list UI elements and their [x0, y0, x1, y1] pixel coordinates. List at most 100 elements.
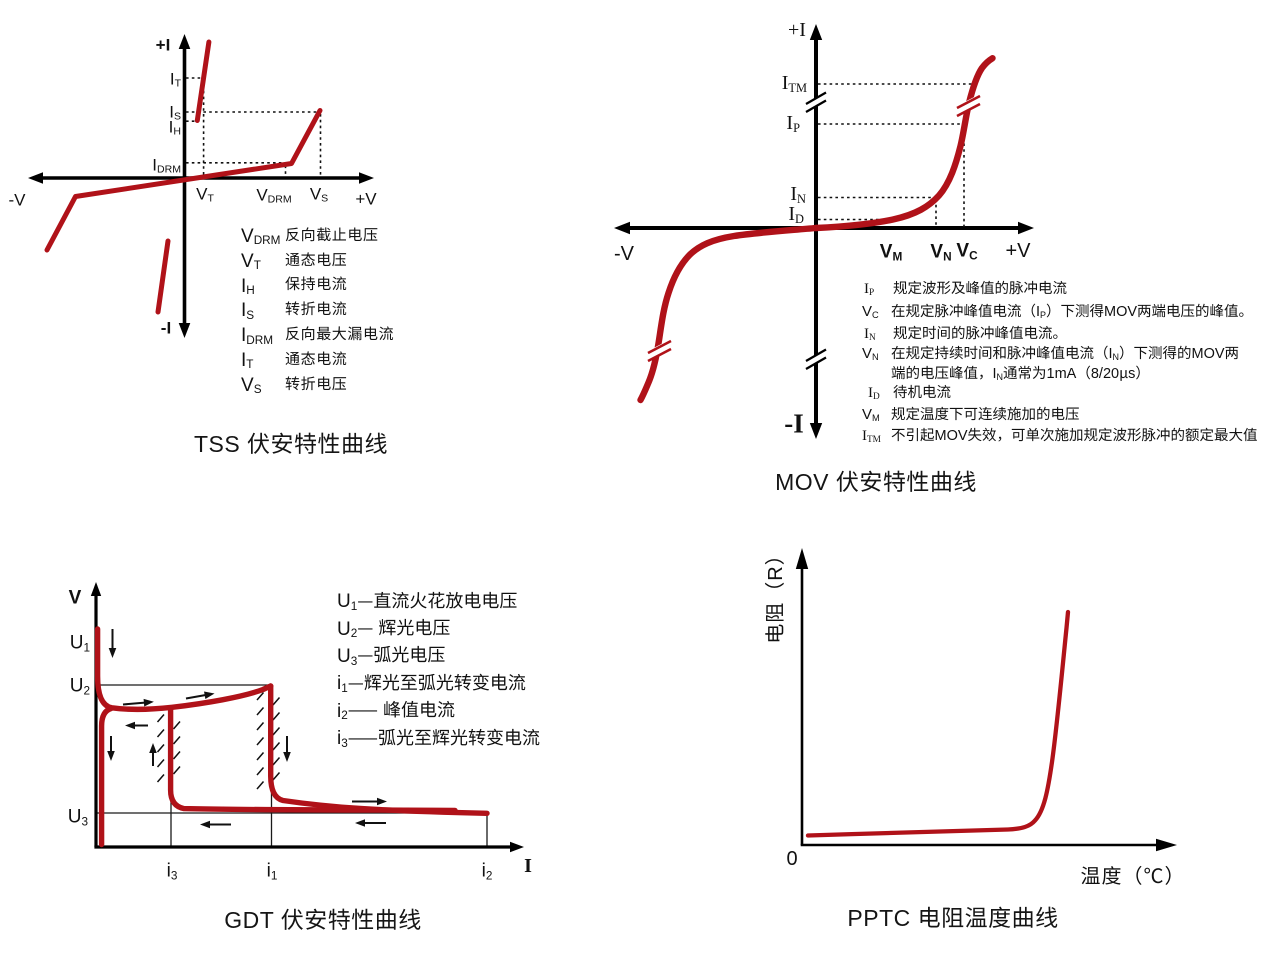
subscript-text: T — [207, 190, 214, 206]
legend-definition: —辉光至弧光转变电流 — [347, 668, 526, 695]
legend-symbol: VM — [862, 403, 891, 424]
subscript-text: P — [793, 120, 800, 135]
gdt-legend: U1 —直流火花放电电压 U2— 辉光电压 U3 —弧光电压 i1 —辉光至弧光转变电… — [337, 586, 540, 750]
subscript-text: S — [173, 108, 181, 124]
subscript-text: S — [321, 190, 329, 206]
tss-curve — [44, 39, 323, 315]
mov-ytick-id: ID — [788, 203, 804, 225]
mov-axis-label-pos-v: +V — [1005, 234, 1031, 263]
mov-curve-pos — [812, 55, 996, 232]
legend-symbol: ITM — [862, 428, 891, 445]
mov-dotted-guides — [818, 83, 975, 227]
mov-xtick-vc: VC — [956, 240, 977, 261]
mov-y-axis-break-pos — [804, 91, 828, 113]
mov-ytick-itm: ITM — [781, 72, 807, 95]
legend-symbol: U3 — [337, 641, 357, 668]
gdt-curve — [94, 626, 490, 848]
subscript-text: 1 — [83, 638, 90, 656]
text-part: 在规定脉冲峰值电流（I — [891, 300, 1041, 321]
subscript-text: TM — [867, 434, 881, 445]
text-part: 不引起MOV失效，可单次施加规定波形脉冲的额定最大值 — [891, 423, 1258, 445]
pptc-caption: PPTC 电阻温度曲线 — [847, 899, 1059, 933]
text-part: I — [241, 320, 247, 348]
legend-symbol: IP — [864, 281, 893, 298]
subscript-text: 2 — [83, 681, 90, 699]
text-part: V — [256, 180, 268, 205]
subscript-text: C — [872, 307, 879, 322]
text-part: V — [309, 179, 322, 205]
gdt-axis-arrowheads — [90, 582, 524, 853]
tss-curve-main — [44, 108, 323, 253]
tss-axis-label-neg-i: -I — [160, 313, 172, 339]
text-part: 通常为1mA（8/20μs） — [1003, 361, 1150, 383]
text-part: V — [930, 236, 944, 264]
legend-symbol: IH — [241, 271, 285, 298]
gdt-axis-label-i: I — [524, 855, 532, 877]
text-part: I — [241, 270, 247, 298]
mov-ytick-in: IN — [790, 183, 806, 205]
text-part: U — [69, 627, 84, 655]
subscript-text: 1 — [270, 866, 278, 884]
text-part: I — [788, 203, 796, 225]
subscript-text: 3 — [341, 733, 348, 751]
gdt-legend-row: U3 —弧光电压 — [337, 641, 540, 668]
subscript-text: C — [969, 246, 978, 264]
legend-text: 在规定持续时间和脉冲峰值电流（IN）下测得的MOV两 — [891, 342, 1239, 363]
subscript-text: DRM — [267, 191, 292, 207]
legend-definition: 通态电压 — [285, 248, 348, 270]
text-part: V — [956, 235, 970, 263]
text-part: I — [168, 112, 174, 137]
legend-definition: 反向截止电压 — [285, 223, 379, 245]
text-part: I — [790, 183, 798, 205]
gdt-curve-return — [98, 705, 114, 848]
legend-definition: —弧光电压 — [357, 641, 446, 668]
subscript-text: P — [869, 287, 875, 298]
text-part: i — [337, 723, 342, 751]
text-part: I — [868, 385, 873, 402]
text-part: V — [862, 300, 873, 321]
subscript-text: 3 — [350, 651, 358, 669]
subscript-text: 1 — [350, 596, 358, 614]
text-part: I — [786, 112, 794, 134]
subscript-text: TM — [788, 80, 807, 95]
subscript-text: N — [1112, 349, 1120, 363]
tss-ytick-ih: IH — [169, 116, 181, 136]
tss-xtick-vt: VT — [196, 184, 214, 204]
mov-curve-neg — [637, 224, 820, 404]
subscript-text: N — [869, 332, 876, 343]
text-part: I — [862, 427, 867, 444]
tss-legend-row: IH 保持电流 — [241, 271, 394, 298]
legend-symbol: U2 — [337, 614, 357, 641]
subscript-text: 3 — [170, 866, 178, 884]
legend-symbol: VC — [862, 300, 891, 321]
text-part: 规定温度下可连续施加的电压 — [891, 402, 1080, 424]
mov-legend-row: ID 待机电流 — [868, 378, 951, 402]
text-part: 待机电流 — [893, 381, 951, 403]
text-part: 在规定持续时间和脉冲峰值电流（I — [891, 342, 1113, 363]
tss-axis-arrowheads — [28, 34, 374, 338]
text-part: V — [879, 236, 893, 264]
text-part: I — [169, 97, 174, 122]
tss-legend-row: IDRM 反向最大漏电流 — [241, 320, 394, 348]
tss-legend-row: VDRM 反向截止电压 — [241, 221, 394, 248]
text-part: I — [241, 344, 247, 372]
text-part: I — [152, 150, 158, 176]
legend-text: 规定时间的脉冲峰值电流。 — [893, 322, 1067, 343]
mov-legend-row-wrap: 端的电压峰值，IN通常为1mA（8/20μs） — [891, 359, 1150, 383]
text-part: U — [337, 640, 351, 668]
subscript-text: S — [246, 305, 255, 323]
text-part: i — [266, 855, 271, 883]
legend-symbol: VT — [241, 246, 285, 273]
text-part: i — [337, 668, 342, 696]
pptc-axis-arrowheads — [795, 548, 1177, 852]
text-part: U — [337, 613, 351, 641]
text-part: ）下测得的MOV两 — [1119, 342, 1240, 363]
gdt-curve-spark-to-glow — [94, 626, 274, 713]
legend-symbol: IN — [864, 326, 893, 343]
text-part: I — [781, 72, 789, 94]
